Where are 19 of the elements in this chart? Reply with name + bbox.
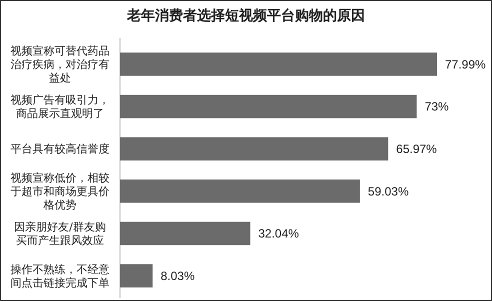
bar [120, 180, 360, 203]
data-label: 59.03% [368, 184, 409, 198]
data-label: 73% [424, 100, 450, 114]
chart-title: 老年消费者选择短视频平台购物的原因 [126, 7, 365, 24]
data-label: 65.97% [396, 142, 438, 156]
bar [120, 264, 153, 288]
bar [120, 137, 388, 160]
y-tick-label: 视频宣称低价，相较于超市和商场更具价格优势 [10, 172, 110, 212]
data-label: 8.03% [160, 268, 195, 283]
y-tick-label: 视频广告有吸引力，商品展示直观明了 [10, 94, 110, 120]
y-tick-label: 操作不熟练，不经意间点击链接完成下单 [10, 262, 110, 290]
data-label: 77.99% [445, 57, 486, 72]
data-label: 32.04% [258, 226, 300, 241]
y-tick-label: 因亲朋好友/群友购买而产生跟风效应 [14, 220, 106, 248]
bar [120, 222, 250, 246]
bar [120, 94, 417, 118]
y-tick-label: 视频宣称可替代药品治疗疾病，对治疗有益处 [10, 44, 110, 85]
bar [120, 52, 437, 76]
y-tick-label: 平台具有较高信誉度 [10, 142, 110, 156]
